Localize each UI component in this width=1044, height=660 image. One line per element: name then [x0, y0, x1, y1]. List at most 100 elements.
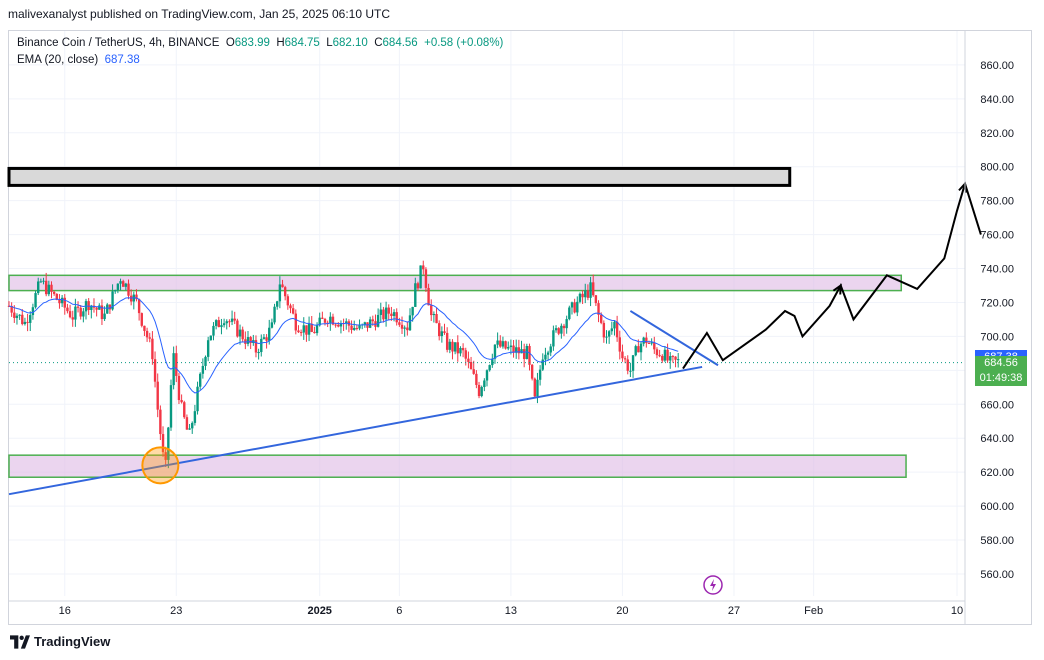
candle-body — [90, 305, 93, 310]
y-tick-label: 840.00 — [980, 94, 1014, 106]
candle-body — [13, 312, 16, 318]
candle-body — [172, 353, 175, 386]
candle-body — [368, 319, 372, 328]
candle-body — [169, 385, 173, 428]
candle-body — [321, 317, 324, 319]
high-label: H — [276, 37, 285, 49]
candle-body — [400, 324, 404, 329]
y-tick-label: 700.00 — [980, 331, 1014, 343]
y-tick-label: 580.00 — [980, 535, 1014, 547]
y-tick-label: 600.00 — [980, 501, 1014, 513]
candle-body — [116, 283, 120, 291]
candle-body — [501, 341, 505, 347]
candle-body — [403, 327, 406, 329]
candle-body — [42, 280, 45, 282]
candle-body — [39, 281, 43, 283]
candle-body — [143, 325, 146, 331]
candle-body — [395, 312, 398, 323]
candle-body — [276, 301, 279, 307]
candle-body — [584, 290, 587, 298]
candle-body — [560, 325, 563, 334]
low-value: 682.10 — [332, 37, 368, 49]
symbol-label[interactable]: Binance Coin / TetherUS, 4h, BINANCE — [17, 37, 220, 49]
zones — [7, 166, 907, 478]
y-tick-label: 820.00 — [980, 128, 1014, 140]
candle-body — [613, 321, 616, 329]
candle-body — [610, 328, 614, 332]
candle-body — [87, 301, 90, 310]
x-tick-label: 10 — [951, 605, 963, 617]
candle-body — [76, 306, 80, 308]
candle-body — [185, 417, 189, 430]
candle-body — [214, 320, 218, 326]
candles — [7, 260, 680, 469]
candle-body — [464, 350, 467, 359]
candle-body — [379, 309, 382, 315]
footer-brand[interactable]: TradingView — [10, 634, 110, 649]
trendlines — [8, 310, 719, 496]
candle-body — [299, 332, 303, 334]
candle-body — [31, 307, 35, 316]
candle-body — [496, 340, 499, 345]
candle-body — [265, 337, 268, 341]
candle-body — [140, 313, 143, 326]
candle-body — [230, 318, 234, 322]
candle-body — [44, 280, 48, 295]
candle-body — [427, 287, 430, 306]
chart-legend: Binance Coin / TetherUS, 4h, BINANCE O68… — [17, 35, 503, 69]
candle-body — [515, 347, 518, 353]
candle-body — [448, 341, 452, 350]
x-tick-label: 2025 — [307, 605, 331, 617]
candle-body — [244, 339, 247, 344]
y-tick-label: 620.00 — [980, 467, 1014, 479]
ema-label[interactable]: EMA (20, close) — [17, 54, 99, 66]
candle-body — [222, 323, 226, 326]
candle-body — [541, 359, 544, 370]
candle-body — [655, 349, 659, 356]
candle-body — [499, 340, 502, 347]
candle-body — [199, 373, 202, 387]
candle-body — [538, 369, 542, 380]
candle-body — [114, 290, 117, 292]
ema-line — [8, 297, 679, 394]
candle-body — [424, 269, 428, 288]
candle-body — [103, 313, 106, 320]
candle-body — [594, 295, 598, 304]
candle-body — [480, 386, 483, 397]
candle-body — [188, 428, 191, 430]
candle-body — [58, 299, 61, 304]
highlight-circle — [141, 446, 180, 485]
candle-body — [562, 325, 566, 329]
candle-body — [607, 331, 611, 337]
candle-body — [358, 325, 361, 329]
candle-body — [618, 337, 621, 352]
candle-body — [549, 346, 552, 353]
candle-body — [148, 337, 151, 339]
candle-body — [34, 293, 37, 308]
candle-body — [37, 281, 40, 294]
low-label: L — [326, 37, 333, 49]
candle-body — [639, 343, 643, 353]
candle-body — [209, 335, 213, 341]
candle-body — [645, 337, 648, 344]
x-tick-label: Feb — [804, 605, 823, 617]
x-tick-label: 20 — [616, 605, 628, 617]
candle-body — [310, 323, 313, 332]
projection-line — [682, 180, 982, 370]
y-tick-label: 740.00 — [980, 264, 1014, 276]
candle-body — [615, 321, 619, 338]
time-axis: 16 23 2025 6 13 20 27 Feb 10 — [9, 600, 965, 617]
candle-body — [345, 321, 348, 324]
candle-body — [119, 281, 122, 284]
legend-row-ohlc: Binance Coin / TetherUS, 4h, BINANCE O68… — [17, 35, 503, 52]
x-tick-label: 27 — [728, 605, 740, 617]
candle-body — [440, 331, 444, 337]
candle-body — [262, 337, 266, 339]
candle-body — [546, 352, 550, 355]
candle-body — [66, 307, 69, 312]
candle-body — [456, 342, 459, 354]
candle-body — [121, 281, 125, 287]
candle-body — [124, 283, 128, 287]
target-zone — [7, 166, 792, 187]
